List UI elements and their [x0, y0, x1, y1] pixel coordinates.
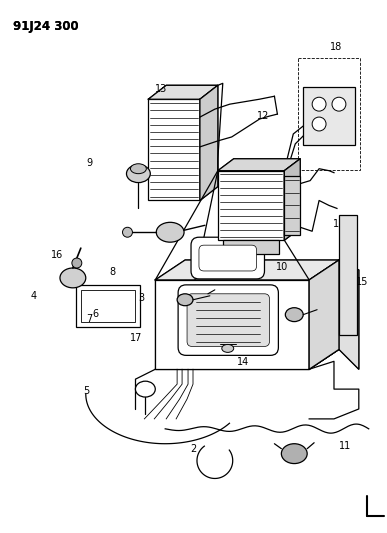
- Ellipse shape: [312, 97, 326, 111]
- Ellipse shape: [156, 222, 184, 242]
- Ellipse shape: [332, 97, 346, 111]
- Text: 17: 17: [130, 333, 142, 343]
- Text: 13: 13: [155, 84, 167, 94]
- Bar: [81, 290, 135, 321]
- Text: 91J24 300: 91J24 300: [13, 20, 79, 33]
- Ellipse shape: [130, 164, 146, 174]
- Ellipse shape: [222, 344, 234, 352]
- Ellipse shape: [312, 117, 326, 131]
- Ellipse shape: [72, 258, 82, 268]
- Text: 16: 16: [51, 250, 63, 260]
- Bar: [339, 215, 357, 335]
- Bar: [148, 99, 200, 200]
- FancyBboxPatch shape: [199, 245, 257, 271]
- Polygon shape: [155, 260, 339, 280]
- Bar: [284, 176, 300, 235]
- Polygon shape: [309, 260, 359, 369]
- Text: 4: 4: [31, 290, 37, 301]
- Bar: [76, 285, 140, 327]
- Ellipse shape: [135, 381, 155, 397]
- Polygon shape: [218, 159, 300, 171]
- Text: 9: 9: [87, 158, 93, 168]
- Text: 11: 11: [339, 441, 351, 451]
- Text: 8: 8: [110, 267, 116, 277]
- Text: 5: 5: [83, 386, 89, 396]
- Ellipse shape: [127, 165, 150, 183]
- Text: 14: 14: [237, 357, 250, 367]
- FancyBboxPatch shape: [178, 285, 278, 356]
- Text: 10: 10: [276, 262, 288, 271]
- Bar: [298, 58, 360, 169]
- Text: 91J24 300: 91J24 300: [13, 20, 79, 33]
- Ellipse shape: [285, 308, 303, 321]
- Text: 2: 2: [190, 444, 197, 454]
- Bar: [303, 87, 355, 145]
- Text: 6: 6: [92, 309, 99, 319]
- Polygon shape: [309, 260, 339, 369]
- Polygon shape: [155, 280, 309, 369]
- Ellipse shape: [123, 227, 132, 237]
- Text: 12: 12: [257, 111, 269, 120]
- Polygon shape: [148, 85, 218, 99]
- Text: 18: 18: [330, 42, 342, 52]
- Ellipse shape: [60, 268, 86, 288]
- Text: 1: 1: [332, 219, 339, 229]
- FancyBboxPatch shape: [187, 294, 269, 346]
- FancyBboxPatch shape: [191, 237, 264, 279]
- Ellipse shape: [177, 294, 193, 306]
- Bar: [218, 171, 284, 240]
- Bar: [223, 240, 279, 254]
- Text: 15: 15: [356, 277, 369, 287]
- Text: 7: 7: [87, 314, 93, 325]
- Polygon shape: [200, 85, 218, 200]
- Text: 3: 3: [139, 293, 145, 303]
- Ellipse shape: [281, 443, 307, 464]
- Polygon shape: [284, 159, 300, 240]
